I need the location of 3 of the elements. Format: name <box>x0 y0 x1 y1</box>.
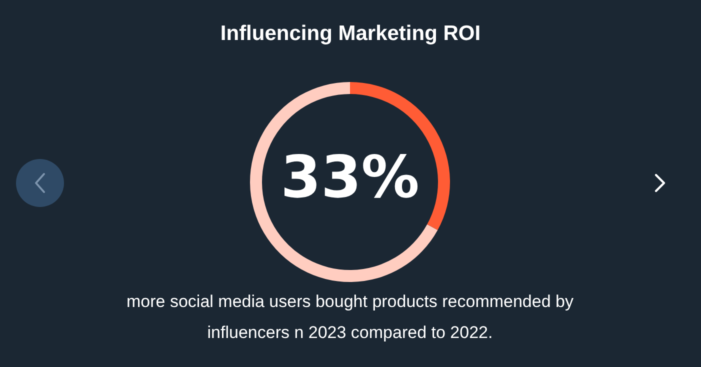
data-label: 33% <box>280 143 420 212</box>
text: more social media users bought products recommended by influencers n 2023 compared to 2022. <box>126 291 574 344</box>
chart-title: Influencing Marketing ROI <box>219 22 482 46</box>
